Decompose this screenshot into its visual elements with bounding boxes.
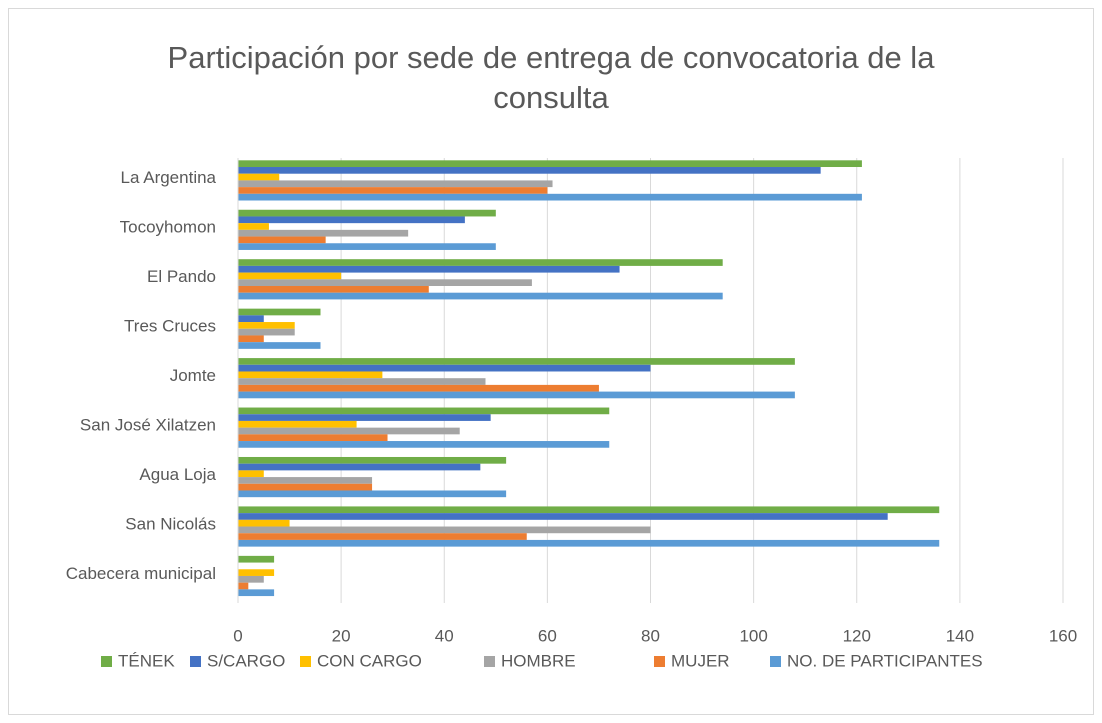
x-tick-label: 100 [739,626,767,645]
bar [238,236,326,244]
y-tick-label: San Nicolás [125,514,216,533]
legend-swatch [770,656,781,667]
bar [238,173,280,181]
bar [238,533,527,540]
bar [238,187,548,194]
legend-swatch [654,656,665,667]
y-tick-label: Cabecera municipal [66,564,216,583]
bar [238,477,373,484]
y-tick-label: La Argentina [121,168,217,187]
bar [238,223,269,230]
bar [238,243,496,250]
bar [238,441,610,448]
bar [238,483,373,491]
x-tick-label: 60 [538,626,557,645]
bar [238,513,888,520]
bar [238,209,496,217]
bar [238,427,460,435]
bar [238,216,465,224]
bar [238,364,651,372]
bar [238,506,940,514]
bar [238,167,821,174]
bar [238,328,295,336]
y-tick-label: Tocoyhomon [120,218,216,237]
bar [238,371,383,379]
legend-label: MUJER [671,651,730,670]
bar [238,526,651,534]
bar [238,160,862,168]
legend-swatch [484,656,495,667]
x-tick-label: 40 [435,626,454,645]
y-tick-label: Agua Loja [139,465,216,484]
bar [238,308,321,316]
legend-label: TÉNEK [118,651,175,670]
x-tick-label: 0 [233,626,242,645]
legend-label: HOMBRE [501,651,576,670]
x-tick-label: 140 [946,626,974,645]
bar [238,414,491,421]
bar [238,259,723,266]
bar [238,342,321,349]
bar [238,286,429,293]
bar [238,358,795,365]
x-tick-label: 80 [641,626,660,645]
bar [238,456,507,464]
legend-swatch [190,656,201,667]
bar [238,555,275,563]
bar [238,279,532,286]
legend-label: NO. DE PARTICIPANTES [787,651,983,670]
bar [238,265,620,273]
legend-label: CON CARGO [317,651,422,670]
bar [238,180,553,188]
bar [238,315,264,323]
bar [238,420,357,428]
bar [238,378,486,385]
bar [238,229,409,237]
chart-title: Participación por sede de entrega de con… [167,40,935,115]
bar [238,490,507,498]
bar [238,322,295,329]
legend-swatch [300,656,311,667]
bar [238,470,264,478]
bar [238,384,599,392]
y-tick-label: San José Xilatzen [80,415,216,434]
y-tick-label: Tres Cruces [124,317,216,336]
bar [238,193,862,201]
bar [238,569,275,576]
bar [238,272,342,280]
y-tick-label: El Pando [147,267,216,286]
legend-swatch [101,656,112,667]
bar [238,575,264,583]
legend-label: S/CARGO [207,651,285,670]
bar [238,391,795,399]
x-tick-label: 120 [843,626,871,645]
bar [238,335,264,343]
bar [238,292,723,300]
bar [238,539,940,547]
bar [238,407,610,415]
x-tick-label: 160 [1049,626,1077,645]
bar [238,434,388,442]
x-tick-label: 20 [332,626,351,645]
bar [238,589,275,597]
bar [238,519,290,527]
bar [238,463,481,471]
y-tick-label: Jomte [170,366,216,385]
bar [238,582,249,590]
